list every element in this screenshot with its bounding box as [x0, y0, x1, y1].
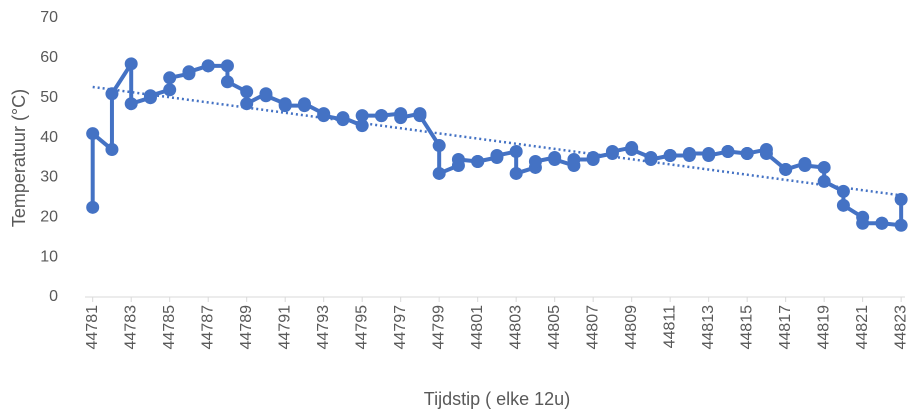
x-tick-label: 44809: [623, 305, 640, 350]
x-tick-label: 44813: [700, 305, 717, 350]
point: [875, 216, 889, 230]
point: [432, 166, 446, 180]
point: [163, 83, 177, 97]
point: [105, 87, 119, 101]
point: [471, 154, 485, 168]
point: [163, 71, 177, 85]
y-axis-title: Temperatuur (°C): [9, 89, 29, 227]
point: [220, 75, 234, 89]
x-tick-label: 44819: [815, 305, 832, 350]
y-tick-label: 20: [40, 209, 58, 226]
point: [605, 145, 619, 159]
x-tick-label: 44791: [276, 305, 293, 350]
x-tick-label: 44823: [892, 305, 909, 350]
y-tick-label: 10: [40, 248, 58, 265]
point: [856, 216, 870, 230]
point: [240, 97, 254, 111]
x-tick-label: 44781: [84, 305, 101, 350]
point: [143, 89, 157, 103]
x-axis-title: Tijdstip ( elke 12u): [424, 389, 570, 409]
point: [625, 143, 639, 157]
point: [509, 145, 523, 159]
point: [548, 152, 562, 166]
point: [509, 166, 523, 180]
x-tick-label: 44797: [392, 305, 409, 350]
point: [374, 109, 388, 123]
point: [528, 154, 542, 168]
x-tick-label: 44821: [854, 305, 871, 350]
point: [259, 89, 273, 103]
point: [894, 192, 908, 206]
x-tick-label: 44817: [777, 305, 794, 350]
point: [663, 149, 677, 163]
point: [490, 149, 504, 163]
point: [798, 158, 812, 172]
point: [278, 99, 292, 113]
x-tick-label: 44793: [315, 305, 332, 350]
point: [124, 97, 138, 111]
y-tick-label: 70: [40, 9, 58, 26]
point: [836, 198, 850, 212]
x-tick-label: 44815: [738, 305, 755, 350]
x-tick-label: 44787: [199, 305, 216, 350]
point: [86, 127, 100, 141]
y-tick-label: 40: [40, 129, 58, 146]
trendline: [92, 85, 902, 197]
point: [817, 174, 831, 188]
point: [817, 160, 831, 174]
point: [182, 65, 196, 79]
point: [432, 139, 446, 153]
point: [759, 147, 773, 161]
x-tick-label: 44801: [469, 305, 486, 350]
point: [836, 184, 850, 198]
point: [413, 109, 427, 123]
point: [702, 149, 716, 163]
point: [297, 97, 311, 111]
x-tick-label: 44799: [430, 305, 447, 350]
point: [105, 143, 119, 157]
point: [355, 109, 369, 123]
point: [567, 152, 581, 166]
x-tick-label: 44805: [546, 305, 563, 350]
x-tick-label: 44795: [353, 305, 370, 350]
point: [240, 85, 254, 99]
point: [124, 57, 138, 71]
point: [894, 218, 908, 232]
y-tick-label: 50: [40, 89, 58, 106]
point: [336, 111, 350, 125]
x-tick-label: 44789: [238, 305, 255, 350]
series-line: [90, 61, 904, 228]
x-tick-label: 44783: [122, 305, 139, 350]
point: [740, 147, 754, 161]
point: [779, 162, 793, 176]
y-tick-label: 30: [40, 169, 58, 186]
point: [220, 59, 234, 73]
x-tick-label: 44811: [661, 305, 678, 348]
point: [201, 59, 215, 73]
y-tick-label: 60: [40, 49, 58, 66]
point: [721, 145, 735, 159]
point: [394, 111, 408, 125]
point: [317, 109, 331, 123]
point: [644, 152, 658, 166]
x-tick-label: 44785: [161, 305, 178, 350]
y-tick-label: 0: [49, 288, 58, 305]
point: [86, 200, 100, 214]
x-tick-label: 44803: [507, 305, 524, 350]
x-tick-label: 44807: [584, 305, 601, 350]
point: [451, 152, 465, 166]
point: [682, 147, 696, 161]
